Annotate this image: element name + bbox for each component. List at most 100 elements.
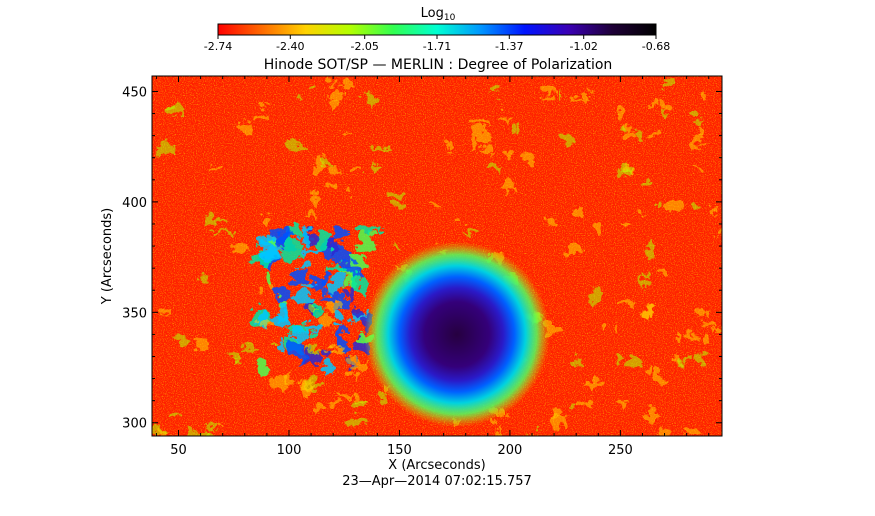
network-blob xyxy=(167,409,177,415)
plage-blob xyxy=(293,260,305,268)
network-blob xyxy=(163,99,171,106)
plage-blob xyxy=(331,263,344,272)
network-blob xyxy=(191,424,208,436)
network-blob xyxy=(611,104,622,114)
network-blob xyxy=(256,316,268,324)
y-tick-label: 300 xyxy=(122,417,147,432)
plage-blob xyxy=(353,221,377,229)
network-blob xyxy=(642,403,654,418)
network-blob xyxy=(519,148,530,161)
network-blob xyxy=(692,121,702,134)
network-blob xyxy=(614,216,631,221)
colorbar-strip xyxy=(217,23,657,36)
network-blob xyxy=(389,187,400,194)
network-blob xyxy=(374,388,384,402)
plage-blob xyxy=(276,236,300,257)
network-blob xyxy=(388,196,402,204)
network-blob xyxy=(508,123,516,130)
network-blob xyxy=(700,330,708,341)
network-blob xyxy=(305,190,319,201)
plage-blob xyxy=(251,358,264,371)
colorbar-label-base: Log xyxy=(421,6,444,21)
network-blob xyxy=(614,120,621,127)
plage-blob xyxy=(345,270,363,292)
network-blob xyxy=(491,420,496,432)
plage-blob xyxy=(315,290,334,298)
network-blob xyxy=(300,301,312,306)
network-blob xyxy=(200,418,213,424)
network-blob xyxy=(207,226,224,231)
network-blob xyxy=(546,412,562,426)
plage-blob xyxy=(337,259,358,274)
network-blob xyxy=(620,124,630,136)
network-blob xyxy=(222,226,232,234)
plage-blob xyxy=(298,244,315,251)
x-tick-label: 100 xyxy=(277,443,302,458)
network-blob xyxy=(320,295,338,308)
network-blob xyxy=(588,218,597,231)
network-blob xyxy=(691,161,699,167)
network-blob xyxy=(477,140,489,152)
network-blob xyxy=(152,303,168,309)
y-axis: 300 350 400 450 xyxy=(122,85,722,432)
network-blob xyxy=(452,214,460,220)
sunspot xyxy=(364,241,550,428)
plage-blob xyxy=(356,309,368,328)
network-blob xyxy=(267,341,274,348)
network-blob xyxy=(557,129,573,142)
network-blob xyxy=(686,198,693,206)
network-blob xyxy=(235,118,253,131)
network-blob xyxy=(689,347,706,360)
network-blob xyxy=(322,159,336,173)
network-blob xyxy=(687,130,701,143)
plage-blob xyxy=(328,224,345,235)
plage-blob xyxy=(325,272,342,294)
network-blob xyxy=(630,123,636,137)
colorbar-tick-label: -2.05 xyxy=(350,40,378,53)
network-blob xyxy=(259,211,269,221)
x-axis: 50 100 150 200 250 xyxy=(155,76,710,458)
y-tick-label: 450 xyxy=(122,85,147,100)
network-blob xyxy=(308,398,322,408)
network-blob xyxy=(704,199,714,209)
network-blob xyxy=(172,329,187,342)
plage-blob xyxy=(346,302,358,313)
network-blob xyxy=(655,105,661,115)
plage-blob xyxy=(286,288,309,301)
network-blob xyxy=(653,423,666,434)
network-blob xyxy=(707,321,722,327)
network-blob xyxy=(537,81,550,94)
plage-blob xyxy=(273,337,281,347)
network-blob xyxy=(345,414,363,427)
network-blob xyxy=(292,89,298,96)
network-blob xyxy=(297,380,309,393)
network-blob xyxy=(361,90,373,102)
colorbar-tick-label: -1.37 xyxy=(495,40,523,53)
chart-title: Hinode SOT/SP — MERLIN : Degree of Polar… xyxy=(264,57,613,73)
network-blob xyxy=(441,136,449,144)
network-blob xyxy=(301,81,311,89)
plage-blob xyxy=(295,279,312,286)
network-blob xyxy=(154,137,170,152)
network-blob xyxy=(368,141,386,148)
network-blob xyxy=(699,88,706,96)
network-blob xyxy=(634,207,640,214)
network-blob xyxy=(207,163,217,169)
network-blob xyxy=(658,264,667,272)
plage-blob xyxy=(333,320,343,335)
network-blob xyxy=(348,389,357,398)
network-blob xyxy=(547,403,560,416)
network-blob xyxy=(567,352,579,361)
plage-blob xyxy=(269,221,290,240)
plage-blob xyxy=(288,321,304,339)
x-tick-label: 150 xyxy=(387,443,412,458)
network-blob xyxy=(636,174,650,183)
network-blob xyxy=(314,311,330,326)
network-blob xyxy=(622,350,637,363)
network-blob xyxy=(201,213,220,220)
network-blob xyxy=(553,83,558,97)
network-blob xyxy=(351,395,362,407)
network-blob xyxy=(324,93,335,103)
network-blob xyxy=(501,145,510,157)
